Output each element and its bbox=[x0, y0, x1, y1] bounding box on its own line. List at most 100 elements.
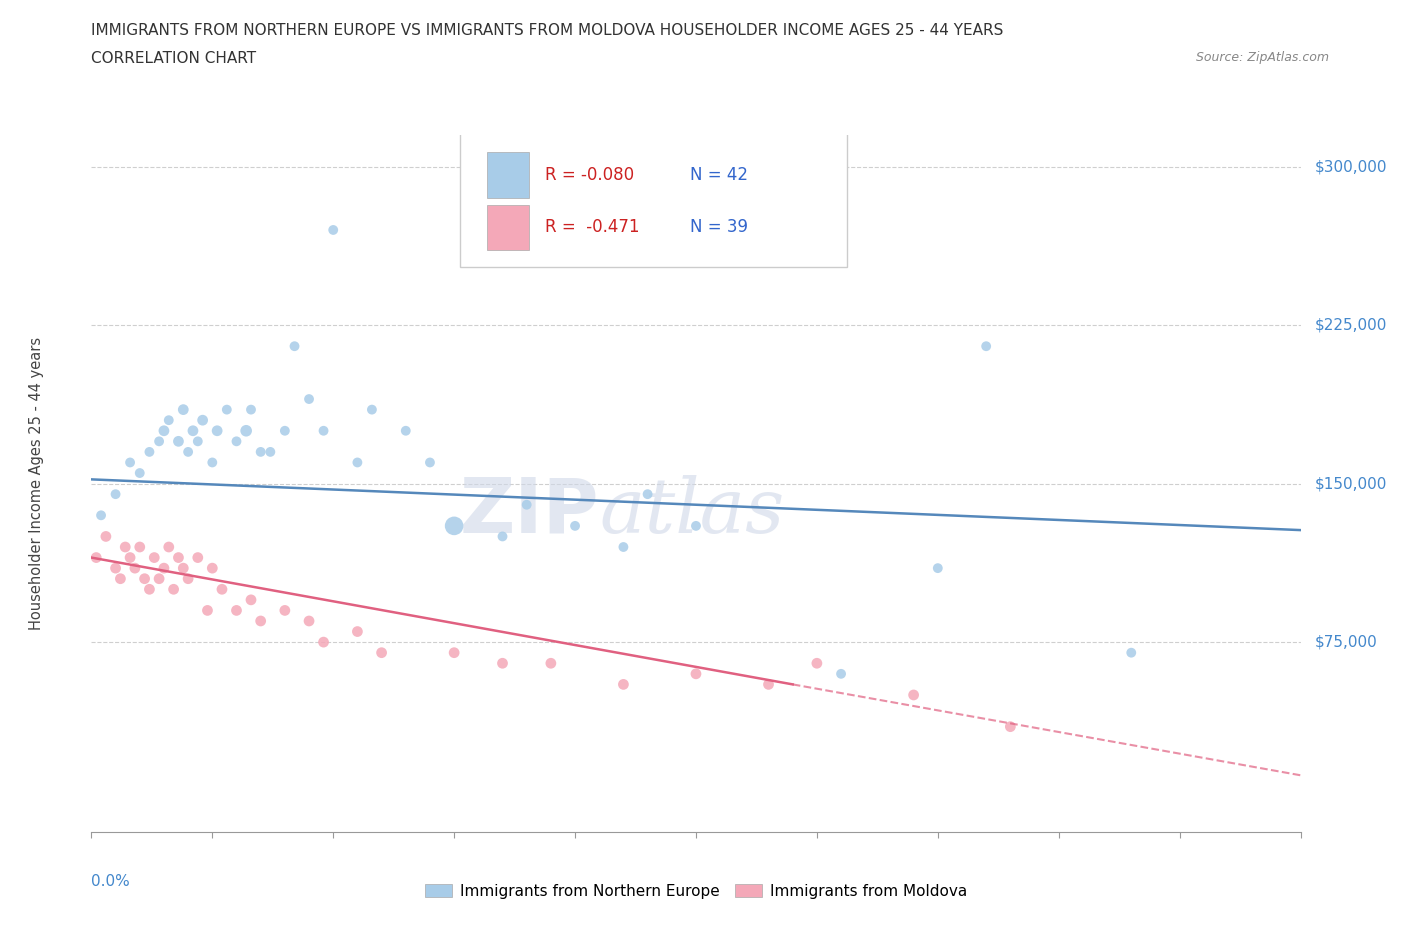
Point bbox=[177, 445, 200, 459]
Point bbox=[153, 423, 176, 438]
Text: R =  -0.471: R = -0.471 bbox=[544, 218, 640, 236]
Point bbox=[240, 592, 263, 607]
Point bbox=[274, 423, 297, 438]
Point bbox=[138, 582, 160, 597]
Point bbox=[1121, 645, 1143, 660]
Text: $225,000: $225,000 bbox=[1315, 317, 1388, 333]
Point bbox=[612, 677, 634, 692]
Point bbox=[758, 677, 780, 692]
Point bbox=[516, 498, 538, 512]
Text: R = -0.080: R = -0.080 bbox=[544, 166, 634, 183]
Point bbox=[148, 571, 170, 586]
Point bbox=[120, 551, 142, 565]
Point bbox=[138, 445, 160, 459]
Point bbox=[235, 423, 257, 438]
Point bbox=[361, 402, 384, 417]
Point bbox=[322, 222, 344, 237]
Point bbox=[685, 518, 707, 533]
Point bbox=[312, 423, 335, 438]
Text: N = 42: N = 42 bbox=[690, 166, 748, 183]
Point bbox=[211, 582, 233, 597]
Point bbox=[974, 339, 997, 353]
Point bbox=[312, 634, 335, 649]
Point bbox=[104, 561, 127, 576]
Point bbox=[443, 645, 465, 660]
Point bbox=[298, 614, 321, 629]
Point bbox=[346, 455, 368, 470]
Text: ZIP: ZIP bbox=[460, 474, 599, 549]
Text: $75,000: $75,000 bbox=[1315, 634, 1378, 650]
Point bbox=[120, 455, 142, 470]
Point bbox=[172, 402, 194, 417]
Point bbox=[187, 551, 209, 565]
Text: CORRELATION CHART: CORRELATION CHART bbox=[91, 51, 256, 66]
Point bbox=[1000, 719, 1022, 734]
Point bbox=[177, 571, 200, 586]
Point bbox=[201, 561, 224, 576]
Point bbox=[157, 539, 180, 554]
Point bbox=[225, 434, 247, 449]
Point bbox=[94, 529, 117, 544]
Point bbox=[205, 423, 228, 438]
Point bbox=[162, 582, 184, 597]
Point bbox=[187, 434, 209, 449]
Point bbox=[128, 539, 150, 554]
Text: N = 39: N = 39 bbox=[690, 218, 748, 236]
Point bbox=[124, 561, 146, 576]
Point bbox=[249, 614, 271, 629]
Text: $150,000: $150,000 bbox=[1315, 476, 1388, 491]
Point bbox=[157, 413, 180, 428]
Text: Source: ZipAtlas.com: Source: ZipAtlas.com bbox=[1195, 51, 1329, 64]
FancyBboxPatch shape bbox=[486, 153, 529, 198]
Point bbox=[298, 392, 321, 406]
Point bbox=[104, 486, 127, 501]
Point bbox=[197, 603, 219, 618]
Point bbox=[491, 529, 513, 544]
Point bbox=[167, 434, 190, 449]
Text: IMMIGRANTS FROM NORTHERN EUROPE VS IMMIGRANTS FROM MOLDOVA HOUSEHOLDER INCOME AG: IMMIGRANTS FROM NORTHERN EUROPE VS IMMIG… bbox=[91, 23, 1004, 38]
Point bbox=[564, 518, 586, 533]
Point bbox=[685, 667, 707, 682]
Point bbox=[84, 551, 107, 565]
Point bbox=[927, 561, 949, 576]
Point bbox=[370, 645, 392, 660]
Point bbox=[134, 571, 156, 586]
Point bbox=[114, 539, 136, 554]
Point bbox=[612, 539, 634, 554]
Point bbox=[419, 455, 441, 470]
Point bbox=[443, 518, 465, 533]
Point bbox=[274, 603, 297, 618]
Point bbox=[128, 466, 150, 481]
Point bbox=[143, 551, 166, 565]
FancyBboxPatch shape bbox=[460, 131, 846, 268]
Point bbox=[903, 687, 925, 702]
Text: Householder Income Ages 25 - 44 years: Householder Income Ages 25 - 44 years bbox=[30, 337, 45, 631]
Point bbox=[249, 445, 271, 459]
Point bbox=[540, 656, 562, 671]
Point bbox=[191, 413, 214, 428]
Point bbox=[830, 667, 852, 682]
Point bbox=[148, 434, 170, 449]
FancyBboxPatch shape bbox=[486, 205, 529, 250]
Point bbox=[215, 402, 238, 417]
Point bbox=[167, 551, 190, 565]
Point bbox=[240, 402, 263, 417]
Point bbox=[172, 561, 194, 576]
Point bbox=[491, 656, 513, 671]
Text: $300,000: $300,000 bbox=[1315, 159, 1388, 174]
Text: atlas: atlas bbox=[599, 474, 785, 549]
Point bbox=[225, 603, 247, 618]
Point bbox=[346, 624, 368, 639]
Point bbox=[110, 571, 132, 586]
Point bbox=[283, 339, 305, 353]
Point bbox=[153, 561, 176, 576]
Point bbox=[259, 445, 281, 459]
Point bbox=[181, 423, 204, 438]
Point bbox=[201, 455, 224, 470]
Text: 0.0%: 0.0% bbox=[91, 874, 131, 889]
Point bbox=[806, 656, 828, 671]
Point bbox=[90, 508, 112, 523]
Point bbox=[395, 423, 418, 438]
Point bbox=[637, 486, 659, 501]
Legend: Immigrants from Northern Europe, Immigrants from Moldova: Immigrants from Northern Europe, Immigra… bbox=[419, 878, 973, 905]
